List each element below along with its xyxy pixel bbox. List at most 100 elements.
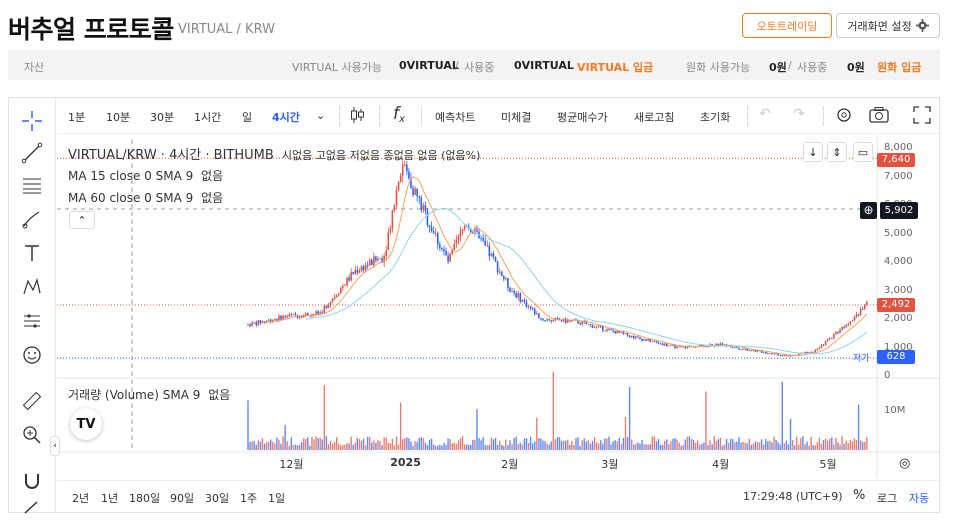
symbol-legend: VIRTUAL/KRW · 4시간 · BITHUMB 시없음 고없음 저없음 … [68,144,480,163]
virtual-deposit-link[interactable]: VIRTUAL 입금 [577,61,654,74]
fib-lines-icon[interactable] [20,173,44,197]
price-axis-tick: 0 [884,370,891,381]
range-30d[interactable]: 30일 [205,492,230,505]
interval-30m[interactable]: 30분 [150,111,175,124]
prediction-icon[interactable] [20,309,44,333]
autotrade-button[interactable]: 오토트레이딩 [742,13,832,38]
refresh-button[interactable]: 새로고침 [634,111,675,124]
virtual-in-use-value: 0VIRTUAL [514,59,574,72]
cursor-price-label: 5,902 [880,202,918,219]
avg-buy-price-button[interactable]: 평균매수가 [557,111,608,124]
tradingview-logo-icon[interactable]: TV [70,408,102,440]
time-axis-settings-icon[interactable]: ◎ [899,456,911,471]
price-axis-tick: 4,000 [884,256,913,267]
krw-in-use-value: 0원 [847,61,865,74]
trade-settings-button[interactable]: 거래화면 설정 [836,13,940,38]
range-1w[interactable]: 1주 [240,492,258,505]
ma15-legend: MA 15 close 0 SMA 9 없음 [68,167,223,184]
range-2y[interactable]: 2년 [72,492,90,505]
krw-available-value: 0원 [769,61,787,74]
volume-legend: 거래량 (Volume) SMA 9 없음 [68,386,230,403]
unfilled-orders-button[interactable]: 미체결 [501,111,532,124]
interval-10m[interactable]: 10분 [106,111,131,124]
time-axis-label: 5월 [819,458,837,471]
volume-value: 없음 [208,388,231,402]
low-price-label: 628 [877,350,915,364]
maximize-pane-button[interactable]: ▭ [853,142,873,162]
page-title: 버추얼 프로토콜 [8,15,174,44]
indicators-icon[interactable]: fx [393,104,405,125]
volume-axis-tick: 10M [884,405,906,416]
interval-4h[interactable]: 4시간 [272,111,300,124]
fullscreen-icon[interactable] [913,106,931,127]
auto-scale-toggle[interactable]: 자동 [909,492,930,505]
brush-icon[interactable] [20,207,44,231]
candlestick-icon[interactable] [349,106,365,127]
high-price-label: 7,640 [877,153,915,167]
price-axis-tick: 7,000 [884,170,913,182]
camera-icon[interactable] [869,106,889,127]
ma60-label: MA 60 close 0 SMA 9 [68,191,194,205]
krw-deposit-link[interactable]: 원화 입금 [877,61,922,74]
ohlc-values: 시없음 고없음 저없음 종없음 없음 (없음%) [281,149,481,162]
range-90d[interactable]: 90일 [170,492,195,505]
volume-label: 거래량 (Volume) SMA 9 [68,388,201,402]
symbol-name: VIRTUAL/KRW · 4시간 · BITHUMB [68,148,274,163]
low-price-tag: 저가 [853,354,870,364]
chevron-down-icon[interactable]: ⌄ [316,109,326,122]
emoji-icon[interactable] [20,343,44,367]
virtual-available-label: VIRTUAL 사용가능 [292,61,383,74]
crosshair-icon[interactable] [20,109,44,133]
slash-separator-krw: / [788,59,792,72]
range-180d[interactable]: 180일 [129,492,161,505]
toolbar-divider-4 [747,106,748,126]
percent-scale-toggle[interactable]: % [853,488,866,503]
redo-icon[interactable]: ↷ [793,106,805,122]
virtual-available-value: 0VIRTUAL [399,59,459,72]
collapse-pane-button[interactable]: ⇕ [827,142,847,162]
ma60-value: 없음 [201,191,224,205]
asset-bar: 자산 VIRTUAL 사용가능 0VIRTUAL / 사용중 0VIRTUAL … [8,50,940,80]
gear-icon [915,19,929,32]
ma15-label: MA 15 close 0 SMA 9 [68,169,194,183]
toolbar-divider-2 [379,106,380,126]
clock[interactable]: 17:29:48 (UTC+9) [743,490,843,503]
pencil-icon[interactable] [20,495,44,519]
ma60-legend: MA 60 close 0 SMA 9 없음 [68,189,223,206]
text-tool-icon[interactable] [20,241,44,265]
undo-icon[interactable]: ↶ [759,106,771,122]
toolbar-divider-3 [421,106,422,126]
move-down-button[interactable]: ↓ [803,142,823,162]
drawing-toolbar [8,97,56,514]
price-axis-tick: 8,000 [884,142,913,153]
chart-settings-icon[interactable] [835,106,853,127]
magnet-icon[interactable] [20,469,44,493]
ma15-value: 없음 [201,169,224,183]
time-axis-label: 12월 [279,458,304,471]
ruler-icon[interactable] [20,389,44,413]
slash-separator: / [455,59,459,72]
add-alert-icon[interactable]: ⊕ [860,202,877,219]
krw-in-use-label: 사용중 [797,61,828,74]
toolbar-divider [339,106,340,126]
price-axis-tick: 1,000 [884,341,913,353]
time-axis-label: 3월 [601,458,619,471]
range-1d[interactable]: 1일 [268,492,286,505]
interval-1m[interactable]: 1분 [68,111,86,124]
zoom-in-icon[interactable] [20,423,44,447]
trendline-icon[interactable] [20,141,44,165]
log-scale-toggle[interactable]: 로그 [877,492,898,505]
collapse-toolbar-button[interactable]: ‹ [50,436,60,456]
price-axis-tick: 5,000 [884,227,913,239]
krw-available-label: 원화 사용가능 [686,61,751,74]
range-1y[interactable]: 1년 [101,492,119,505]
time-axis-label: 2025 [390,456,421,469]
price-axis-tick: 3,000 [884,284,913,296]
asset-label: 자산 [24,61,45,74]
reset-button[interactable]: 초기화 [700,111,731,124]
collapse-legend-button[interactable]: ⌃ [69,211,95,229]
interval-day[interactable]: 일 [242,111,253,124]
interval-1h[interactable]: 1시간 [194,111,222,124]
forecast-chart-button[interactable]: 예측차트 [435,111,476,124]
pattern-icon[interactable] [20,275,44,299]
